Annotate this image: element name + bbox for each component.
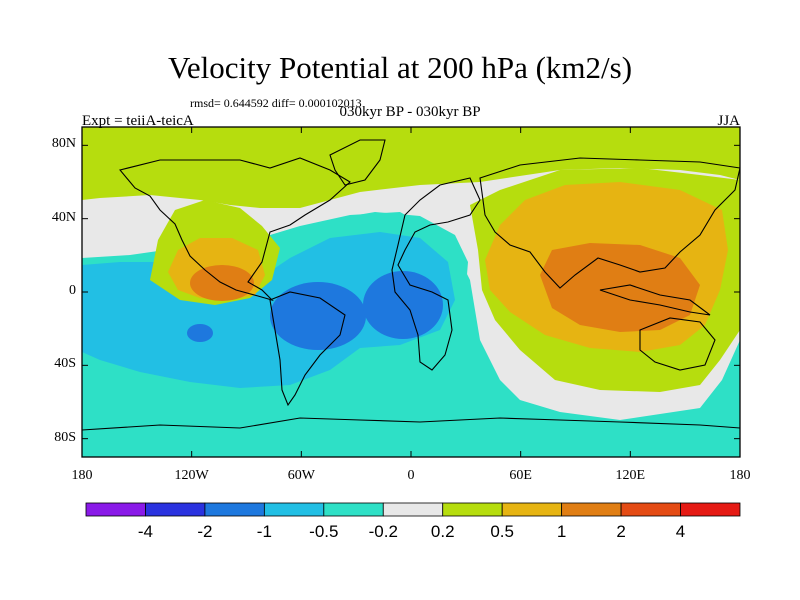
colorbar-tick-label: 1 [556, 522, 567, 541]
colorbar-tick-label: 0.5 [490, 522, 514, 541]
colorbar-swatch [323, 502, 384, 517]
contour-weak-positive-north [82, 127, 740, 208]
contour-strong-negative-pacific [187, 324, 213, 342]
coastline-europe-africa [391, 177, 481, 371]
colorbar-swatch [442, 502, 503, 517]
coastline-greenland [329, 139, 386, 186]
colorbar-tick-label: -0.2 [368, 522, 398, 541]
season-label: JJA [717, 113, 740, 129]
coastline-north-america [119, 157, 351, 302]
axis-tickmarks [81, 127, 741, 457]
contour-fill-layer [82, 127, 740, 457]
lat-tick-label: 40S [54, 356, 76, 372]
experiment-label: Expt = teiiA-teicA [82, 113, 194, 129]
colorbar-swatch [501, 502, 563, 517]
coastline-layer [82, 139, 740, 431]
coastline-south-america [269, 291, 346, 407]
lat-tick-label: 0 [69, 283, 76, 298]
colorbar-swatch [145, 502, 206, 517]
colorbar-swatch [263, 502, 325, 517]
contour-strong-negative-atlantic [363, 271, 443, 339]
lon-tick-label: 60E [509, 468, 532, 483]
coastline-maritime [599, 284, 711, 316]
colorbar-tick-label: -4 [137, 522, 154, 541]
lon-tick-label: 60W [287, 468, 315, 483]
colorbar-swatch [680, 502, 741, 517]
contour-strong-negative-southamerica [270, 282, 366, 350]
colorbar-tick-label: -0.5 [309, 522, 339, 541]
coastline-antarctica [82, 417, 740, 431]
colorbar-swatch [561, 502, 622, 517]
lat-tick-label: 40N [51, 209, 76, 225]
colorbar-tick-label: 4 [675, 522, 686, 541]
coastline-australia [639, 317, 716, 371]
lon-tick-label: 180 [71, 468, 93, 483]
lon-tick-label: 120E [615, 468, 646, 483]
colorbar-tick-label: -1 [256, 522, 272, 541]
colorbar-tick-label: -2 [197, 522, 213, 541]
period-label: 030kyr BP - 030kyr BP [339, 104, 481, 120]
lon-tick-label: 120W [174, 468, 209, 483]
lon-tick-label: 0 [407, 468, 415, 483]
colorbar-swatch [204, 502, 265, 517]
stats-line: rmsd= 0.644592 diff= 0.000102013 [190, 96, 362, 110]
contour-strong-positive-asia [540, 243, 700, 332]
colorbar-tick-label: 2 [616, 522, 626, 541]
map-title: Velocity Potential at 200 hPa (km2/s) [167, 50, 633, 85]
colorbar-swatch [382, 502, 444, 517]
lat-tick-label: 80N [51, 136, 76, 152]
coastline-asia [479, 157, 740, 289]
lat-tick-label: 80S [54, 429, 76, 445]
colorbar-swatch [620, 502, 681, 517]
lon-tick-label: 180 [729, 468, 751, 483]
colorbar-swatch [85, 502, 146, 517]
colorbar [85, 502, 741, 517]
colorbar-tick-label: 0.2 [430, 522, 455, 541]
